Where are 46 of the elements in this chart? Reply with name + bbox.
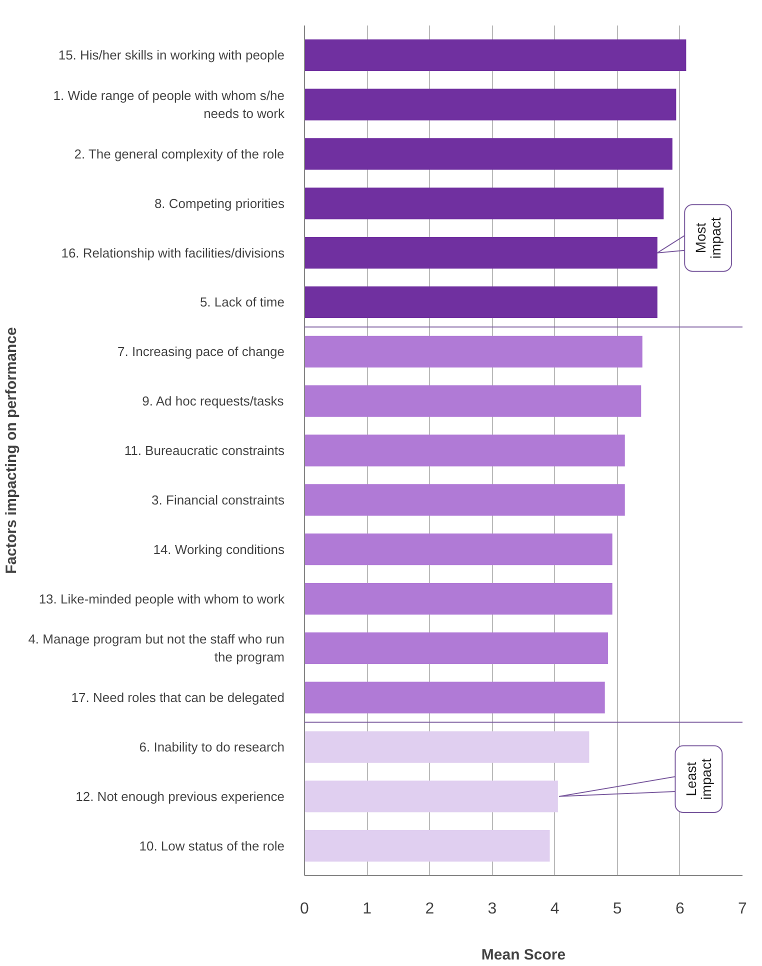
bar: [304, 534, 612, 566]
y-axis-title: Factors impacting on performance: [3, 327, 20, 574]
y-tick-label: 3. Financial constraints: [152, 492, 285, 508]
y-tick-label: 2. The general complexity of the role: [74, 146, 284, 162]
x-tick-label: 3: [488, 900, 497, 918]
x-tick-label: 4: [550, 900, 560, 918]
y-tick-label: 15. His/her skills in working with people: [58, 48, 284, 63]
bar: [304, 830, 550, 862]
annotation: Least impact: [683, 758, 714, 800]
x-axis-title: Mean Score: [481, 946, 566, 964]
bar: [304, 434, 625, 466]
bar: [304, 385, 642, 417]
y-tick-label: 12. Not enough previous experience: [76, 788, 285, 804]
y-tick-label: 5. Lack of time: [200, 294, 285, 310]
bar: [304, 39, 686, 71]
bar: [304, 582, 612, 615]
bar: [304, 237, 658, 269]
bar: [304, 484, 625, 516]
y-tick-label: 8. Competing priorities: [154, 196, 285, 211]
bar: [304, 138, 672, 170]
y-tick-label: 17. Need roles that can be delegated: [71, 690, 285, 706]
y-tick-label: 4. Manage program but not the staff who run the program: [28, 632, 285, 665]
y-tick-label: 9. Ad hoc requests/tasks: [142, 394, 284, 409]
x-tick-label: 1: [362, 900, 372, 918]
bar: [304, 682, 605, 714]
y-tick-label: 16. Relationship with facilities/divisions: [61, 245, 285, 260]
bar: [304, 336, 642, 368]
x-tick-label: 6: [675, 900, 684, 918]
y-tick-label: 7. Increasing pace of change: [118, 344, 285, 360]
bar: [304, 88, 676, 120]
bar: [304, 780, 558, 812]
x-tick-label: 0: [300, 900, 310, 918]
bar: [304, 632, 608, 664]
x-tick-label: 7: [738, 900, 748, 918]
bar: [304, 286, 658, 318]
y-tick-label: 10. Low status of the role: [139, 838, 285, 854]
y-tick-label: 1. Wide range of people with whom s/he needs to work: [53, 88, 285, 122]
y-tick-label: 14. Working conditions: [153, 542, 285, 557]
y-tick-label: 13. Like-minded people with whom to work: [38, 591, 285, 606]
bar: [304, 731, 590, 763]
annotation: Most impact: [692, 217, 724, 259]
x-tick-label: 5: [612, 900, 622, 918]
y-tick-label: 11. Bureaucratic constraints: [124, 443, 285, 458]
x-tick-label: 2: [425, 900, 434, 918]
bar: [304, 188, 664, 220]
y-tick-label: 6. Inability to do research: [139, 740, 285, 755]
